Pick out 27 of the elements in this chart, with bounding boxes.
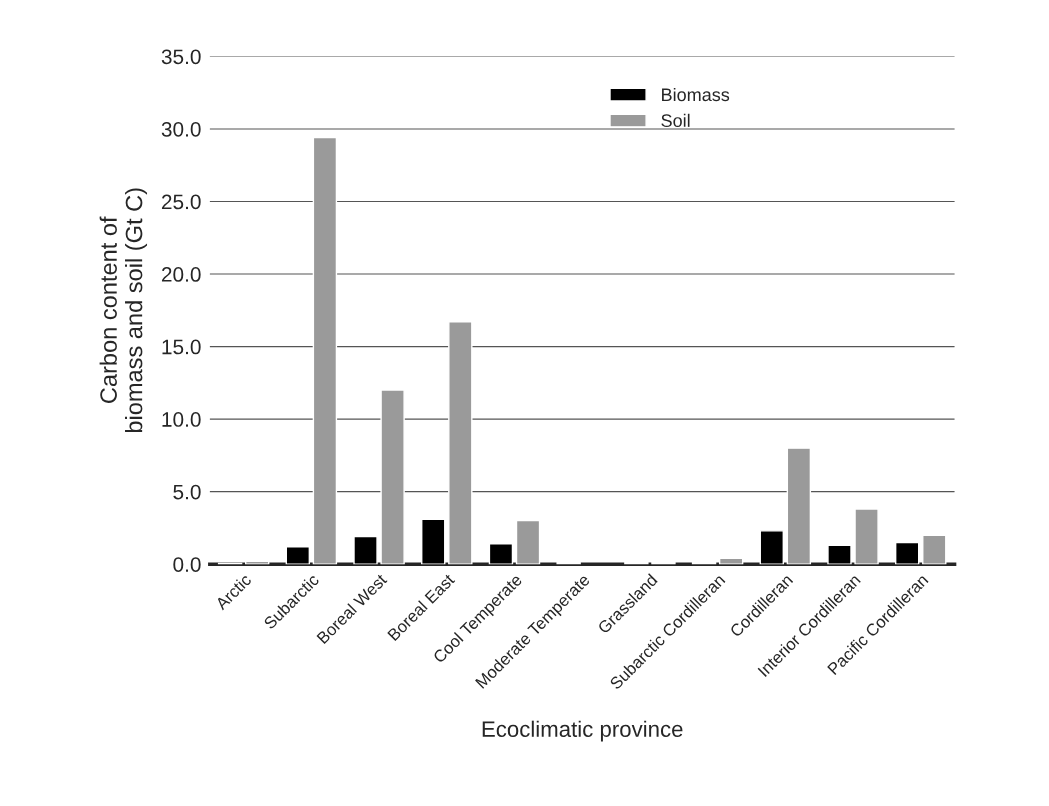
bar xyxy=(285,546,311,565)
y-tick-label: 25.0 xyxy=(161,194,201,210)
bar xyxy=(894,541,920,565)
y-axis-title: Carbon content of biomass and soil (Gt C) xyxy=(99,188,148,433)
y-tick-label: 10.0 xyxy=(162,412,201,427)
legend-label: Soil xyxy=(661,113,690,128)
y-tick-label: 5.0 xyxy=(173,484,201,500)
bar xyxy=(421,518,446,565)
y-tick-label: 0.0 xyxy=(173,557,201,572)
bar xyxy=(827,544,852,565)
y-tick-label: 35.0 xyxy=(161,49,201,65)
bar xyxy=(759,530,784,565)
bar xyxy=(380,389,405,565)
y-tick-label: 30.0 xyxy=(161,121,201,137)
y-tick-label: 15.0 xyxy=(162,339,201,355)
bar xyxy=(786,447,812,565)
legend-label: Biomass xyxy=(662,87,730,102)
bar xyxy=(488,543,514,565)
bar xyxy=(515,519,541,565)
x-axis-title: Ecoclimatic province xyxy=(482,720,683,742)
bar xyxy=(448,321,473,565)
y-tick-label: 20.0 xyxy=(161,267,201,282)
bar xyxy=(922,534,947,565)
bar xyxy=(718,557,744,565)
bar xyxy=(312,136,338,565)
bar xyxy=(353,535,378,565)
bar xyxy=(854,508,879,565)
